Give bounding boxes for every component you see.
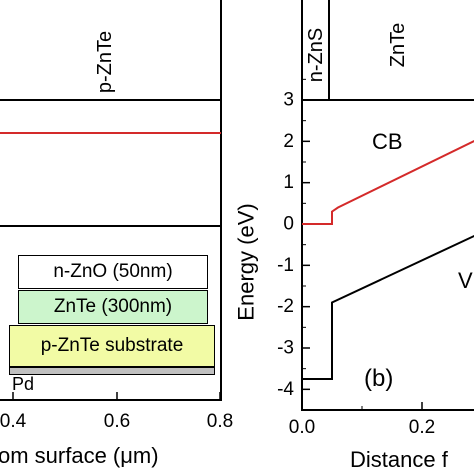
stack-layer-znte: ZnTe (300nm) bbox=[18, 290, 208, 324]
stack-layer-label: n-ZnO (50nm) bbox=[53, 261, 173, 282]
right-plot-frame bbox=[301, 99, 474, 411]
series-group bbox=[302, 139, 474, 380]
x-tick-label: 0.0 bbox=[289, 417, 315, 438]
left-x-tick-label: 0.4 bbox=[0, 411, 27, 432]
left-layer-label: p-ZnTe bbox=[94, 31, 116, 93]
right-panel: n-ZnS ZnTe 3 2 1 0 -1 -2 -3 -4 0.0 0.2 Energy (e… bbox=[234, 0, 474, 472]
stack-layer-substrate: p-ZnTe substrate bbox=[9, 325, 215, 367]
right-layer-label-nzns: n-ZnS bbox=[305, 28, 327, 82]
stack-contact-pd bbox=[9, 367, 215, 375]
y-tick-label: 2 bbox=[283, 131, 294, 152]
y-tick-label: -2 bbox=[277, 296, 294, 317]
cb-label: CB bbox=[372, 129, 403, 154]
y-tick-label: 3 bbox=[283, 90, 294, 111]
x-tick-label: 0.2 bbox=[409, 417, 435, 438]
y-tick-label: -3 bbox=[277, 338, 294, 359]
cb-series-line bbox=[302, 139, 474, 225]
left-x-tick-label: 0.6 bbox=[104, 411, 130, 432]
stack-layer-label: p-ZnTe substrate bbox=[40, 335, 184, 356]
y-axis-label: Energy (eV) bbox=[234, 203, 259, 320]
vb-series-line bbox=[302, 234, 474, 380]
y-tick-label: -4 bbox=[277, 379, 294, 400]
vb-label: V bbox=[458, 268, 473, 293]
left-plot-frame bbox=[0, 99, 222, 227]
contact-label: Pd bbox=[12, 374, 35, 394]
left-x-tick-label: 0.8 bbox=[207, 411, 233, 432]
y-tick-label: 1 bbox=[283, 172, 294, 193]
panel-tag: (b) bbox=[364, 365, 393, 392]
x-axis: 0.0 0.2 bbox=[289, 402, 435, 438]
stack-layer-label: ZnTe (300nm) bbox=[53, 296, 173, 317]
x-axis-label: Distance f bbox=[350, 447, 449, 472]
left-x-axis-label: om surface (μm) bbox=[0, 443, 159, 468]
y-tick-label: 0 bbox=[283, 214, 294, 235]
stack-layer-nzno: n-ZnO (50nm) bbox=[18, 255, 208, 289]
right-layer-label-znte: ZnTe bbox=[387, 23, 409, 67]
y-axis: 3 2 1 0 -1 -2 -3 -4 bbox=[277, 78, 310, 400]
y-tick-label: -1 bbox=[277, 255, 294, 276]
left-layer-header bbox=[0, 0, 222, 101]
